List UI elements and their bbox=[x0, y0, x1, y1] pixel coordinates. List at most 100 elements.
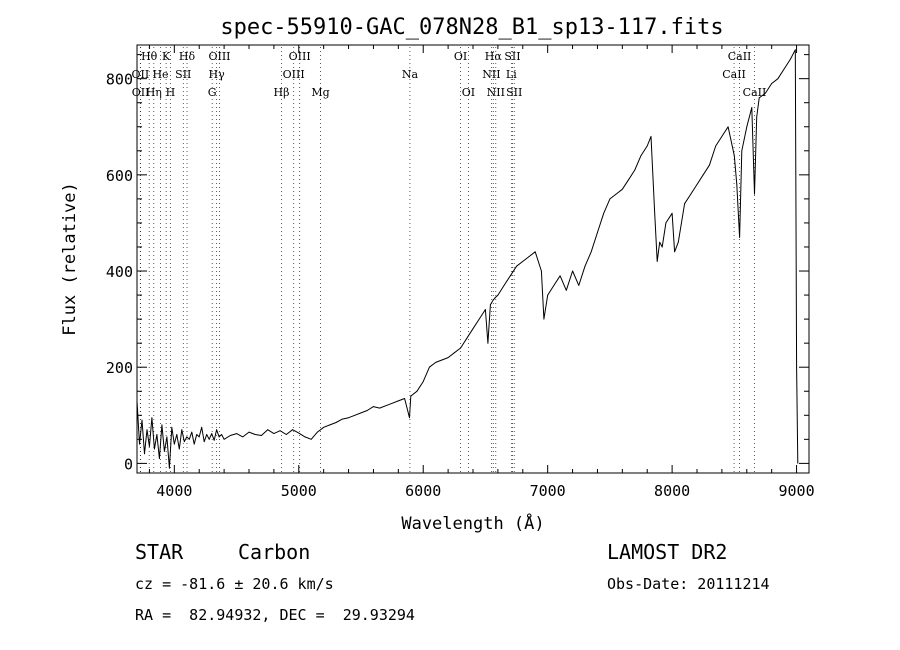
line-marker-label: OII bbox=[132, 68, 150, 81]
spectrum-line bbox=[136, 49, 799, 469]
line-marker-label: Hα bbox=[485, 50, 503, 63]
spectrum-point bbox=[416, 390, 418, 392]
spectrum-point bbox=[267, 429, 269, 431]
spectrum-point bbox=[329, 424, 331, 426]
spectrum-point bbox=[534, 251, 536, 253]
line-marker-label: Hβ bbox=[274, 86, 290, 99]
spectrum-point bbox=[659, 241, 661, 243]
spectrum-point bbox=[497, 294, 499, 296]
spectrum-point bbox=[777, 78, 779, 80]
spectrum-point bbox=[139, 443, 140, 445]
spectrum-point bbox=[304, 436, 306, 438]
spectrum-point bbox=[410, 395, 412, 397]
spectrum-point bbox=[509, 275, 511, 277]
spectrum-point bbox=[310, 438, 312, 440]
line-marker-label: Hγ bbox=[209, 68, 226, 81]
x-axis-label: Wavelength (Å) bbox=[401, 512, 544, 534]
spectrum-point bbox=[373, 406, 374, 407]
spectrum-point bbox=[472, 328, 474, 330]
plot-frame bbox=[136, 44, 810, 474]
spectrum-point bbox=[741, 150, 743, 152]
spectrum-point bbox=[292, 429, 293, 431]
spectrum-point bbox=[176, 434, 178, 435]
spectrum-point bbox=[211, 433, 213, 434]
line-marker-label: Mg bbox=[311, 86, 329, 99]
spectrum-point bbox=[159, 458, 160, 459]
spectrum-point bbox=[739, 237, 740, 238]
spectrum-point bbox=[208, 438, 210, 440]
spectrum-point bbox=[166, 436, 168, 438]
axis-ticks: 4000 5000 6000 7000 8000 9000 0 200 400 600 800 bbox=[106, 45, 815, 500]
line-marker-label: Na bbox=[402, 68, 419, 81]
spectrum-point bbox=[665, 222, 667, 224]
x-tick-label: 7000 bbox=[530, 482, 566, 500]
chart-title: spec-55910-GAC_078N28_B1_sp13-117.fits bbox=[220, 15, 723, 40]
spectrum-point bbox=[261, 435, 262, 436]
spectrum-point bbox=[783, 68, 785, 70]
spectrum-point bbox=[460, 347, 461, 349]
spectrum-point bbox=[254, 434, 256, 435]
object-class: STAR bbox=[135, 540, 184, 564]
spectrum-point bbox=[797, 463, 799, 464]
spectrum-point bbox=[213, 439, 215, 441]
spectrum-point bbox=[756, 116, 758, 118]
spectrum-point bbox=[543, 318, 545, 320]
spectrum-point bbox=[709, 164, 710, 166]
spectrum-point bbox=[404, 398, 405, 399]
spectrum-point bbox=[584, 265, 586, 267]
spectrum-point bbox=[796, 366, 797, 368]
spectrum-series bbox=[136, 49, 799, 469]
spectrum-point bbox=[248, 431, 250, 433]
spectrum-point bbox=[492, 299, 494, 301]
spectrum-point bbox=[654, 212, 656, 214]
line-marker-label: SII bbox=[175, 68, 191, 81]
spectrum-point bbox=[178, 448, 180, 450]
spectrum-point bbox=[201, 426, 203, 428]
spectrum-point bbox=[183, 441, 185, 443]
spectrum-point bbox=[391, 402, 393, 404]
spectrum-point bbox=[422, 381, 424, 382]
spectrum-point bbox=[727, 126, 729, 128]
coordinates: RA = 82.94932, DEC = 29.93294 bbox=[135, 606, 415, 624]
line-marker-label: OIII bbox=[208, 50, 230, 63]
spectrum-point bbox=[156, 434, 158, 435]
spectrum-point bbox=[650, 136, 652, 137]
line-marker-label: K bbox=[162, 50, 171, 63]
spectrum-point bbox=[495, 297, 496, 298]
line-marker-label: He bbox=[152, 68, 168, 81]
line-marker-label: NII bbox=[482, 68, 500, 81]
spectrum-point bbox=[684, 203, 685, 205]
spectrum-point bbox=[181, 429, 183, 431]
spectrum-point bbox=[317, 431, 318, 433]
spectrum-point bbox=[441, 359, 443, 361]
spectrum-point bbox=[435, 362, 437, 363]
line-markers: HθOIIOIIHηHeKHSIIHδGHγOIIIHβOIIIOIIIMgNa… bbox=[132, 47, 767, 473]
spectrum-point bbox=[146, 429, 148, 431]
spectrum-point bbox=[690, 193, 692, 195]
spectrum-point bbox=[360, 412, 362, 414]
spectrum-point bbox=[487, 342, 489, 344]
spectrum-point bbox=[341, 418, 343, 420]
spectrum-point bbox=[273, 433, 275, 434]
spectrum-point bbox=[547, 294, 549, 296]
spectrum-point bbox=[553, 285, 555, 286]
spectrum-point bbox=[242, 436, 244, 438]
line-marker-label: Li bbox=[506, 68, 517, 81]
spectrum-point bbox=[348, 417, 349, 419]
obs-date: Obs-Date: 20111214 bbox=[607, 575, 770, 593]
spectrum-point bbox=[216, 429, 218, 431]
spectrum-point bbox=[559, 275, 561, 277]
spectrum-point bbox=[590, 251, 592, 253]
redshift-text: cz = -81.6 ± 20.6 km/s bbox=[135, 575, 334, 593]
spectrum-point bbox=[661, 246, 663, 248]
spectrum-point bbox=[578, 285, 580, 286]
y-tick-label: 600 bbox=[106, 167, 133, 185]
line-marker-label: Hθ bbox=[141, 50, 158, 63]
line-marker-label: OIII bbox=[289, 50, 311, 63]
spectrum-point bbox=[628, 179, 629, 181]
line-marker-label: CaII bbox=[743, 86, 767, 99]
spectrum-point bbox=[198, 436, 200, 438]
y-tick-label: 400 bbox=[106, 263, 133, 281]
spectrum-point bbox=[615, 193, 617, 195]
